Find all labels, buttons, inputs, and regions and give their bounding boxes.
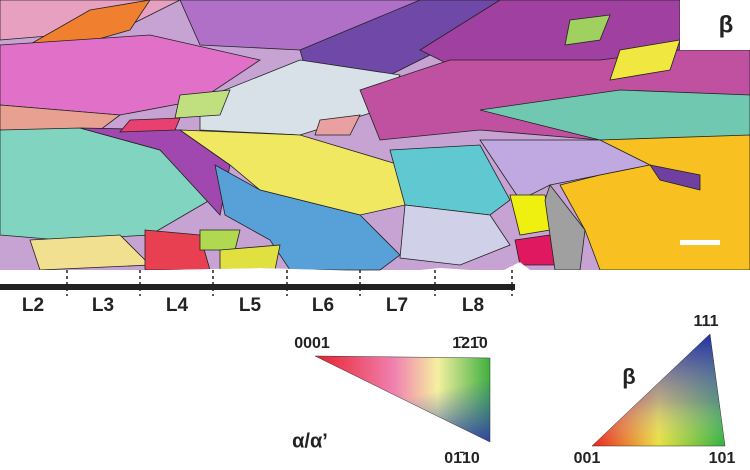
beta-corner: 101 [709,450,736,467]
grain [609,39,681,81]
grain-map [0,0,750,271]
zone-label: L3 [92,295,114,316]
grain [479,89,750,141]
grain [174,89,231,119]
grain [314,114,361,136]
grain [564,14,611,46]
alpha-ipf-overlay [314,355,491,443]
zone-label: L5 [239,295,262,316]
alpha-corner: 1̄21̄0 [452,335,488,352]
beta-corner: 111 [694,313,719,330]
map-phase-label: β [719,11,734,38]
grain [514,234,556,266]
beta-phase: β [622,364,635,389]
zone-dividers [66,270,513,296]
zone-bar [0,284,515,290]
scale-bar [680,240,720,245]
grain [178,129,406,216]
grain [649,164,701,191]
zone-label: L8 [462,295,484,316]
zone-label: L2 [22,295,44,316]
grain [199,229,241,251]
grain [214,164,401,271]
zone-label: L7 [386,295,408,316]
alpha-corner: 01̄10 [444,450,480,467]
zone-label: L6 [312,295,334,316]
beta-corner: 001 [574,450,601,467]
grain [399,204,511,266]
beta-ipf-overlay [591,333,726,447]
zone-label: L4 [166,295,189,316]
alpha-corner: 0001 [294,335,330,352]
grain [544,184,586,271]
grain [119,117,181,133]
alpha-phase: α/α’ [292,430,328,452]
grain [389,144,511,216]
